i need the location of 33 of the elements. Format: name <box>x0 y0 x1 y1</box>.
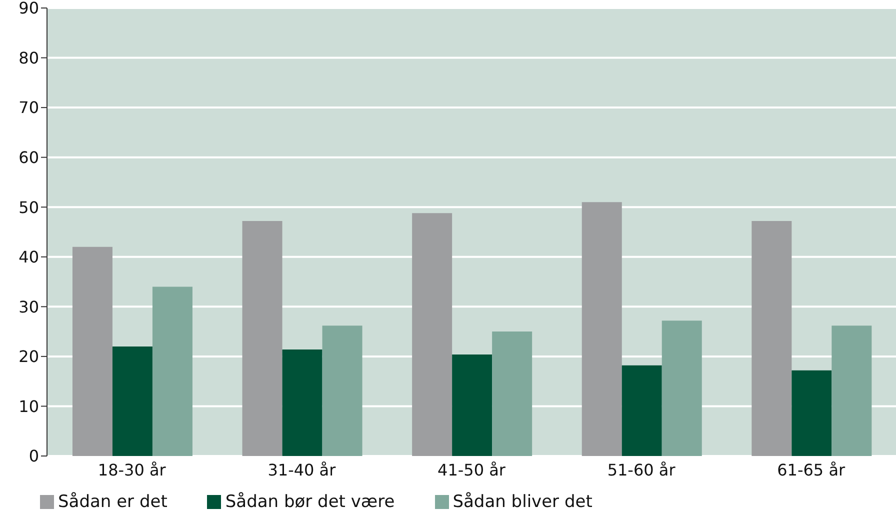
bar <box>622 365 662 456</box>
legend-label: Sådan bør det være <box>225 492 395 512</box>
bar <box>492 332 532 456</box>
y-tick-label: 80 <box>18 48 39 68</box>
y-tick-label: 0 <box>28 446 39 466</box>
y-tick-label: 60 <box>18 148 39 168</box>
bar <box>152 286 192 456</box>
legend-label: Sådan bliver det <box>452 492 592 512</box>
bar <box>752 221 792 456</box>
bar <box>662 320 702 456</box>
bar <box>792 370 832 456</box>
y-tick-label: 90 <box>18 0 39 18</box>
bar <box>322 326 362 456</box>
bar <box>452 354 492 456</box>
bar <box>282 349 322 456</box>
x-tick-label: 31-40 år <box>268 460 336 480</box>
bar <box>832 326 872 456</box>
x-tick-label: 18-30 år <box>98 460 166 480</box>
y-tick-label: 20 <box>18 347 39 366</box>
y-tick-label: 10 <box>18 396 39 416</box>
bar <box>582 202 622 456</box>
bar <box>112 346 152 456</box>
y-tick-label: 30 <box>18 297 39 316</box>
x-tick-label: 51-60 år <box>607 460 676 480</box>
bar <box>412 213 452 456</box>
x-tick-label: 61-65 år <box>777 460 846 480</box>
y-tick-label: 50 <box>18 198 39 217</box>
bar <box>72 246 112 456</box>
y-tick-label: 40 <box>18 248 39 267</box>
legend-label: Sådan er det <box>58 492 168 512</box>
x-tick-label: 41-50 år <box>438 460 506 480</box>
y-tick-label: 70 <box>18 98 39 118</box>
bar <box>242 221 282 456</box>
